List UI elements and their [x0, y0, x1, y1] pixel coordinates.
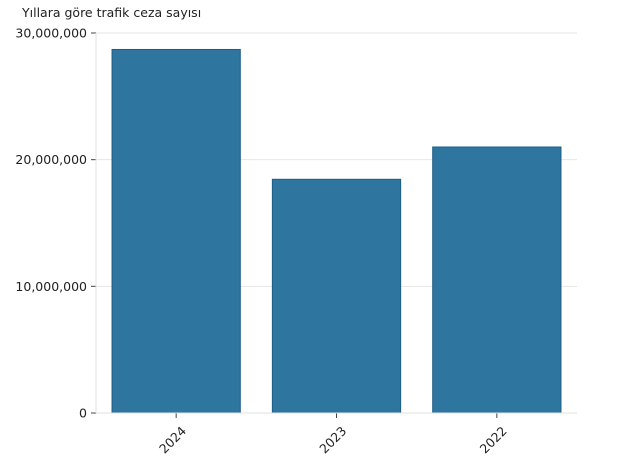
y-tick-label: 0	[79, 406, 87, 421]
x-tick-label: 2024	[156, 423, 189, 456]
bars	[111, 48, 562, 414]
y-tick-label: 30,000,000	[15, 26, 87, 41]
y-tick-label: 20,000,000	[15, 152, 87, 167]
y-tick-label: 10,000,000	[15, 279, 87, 294]
x-tick-label: 2023	[316, 423, 349, 456]
bar-2023	[271, 178, 402, 414]
x-tick-label: 2022	[477, 423, 510, 456]
bar-2024	[111, 48, 241, 414]
chart-title: Yıllara göre trafik ceza sayısı	[22, 5, 202, 20]
bar-2022	[432, 146, 562, 414]
